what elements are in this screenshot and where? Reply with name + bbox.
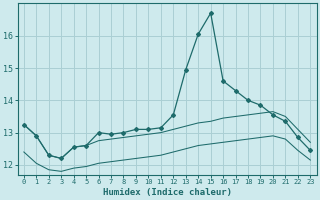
X-axis label: Humidex (Indice chaleur): Humidex (Indice chaleur) <box>103 188 232 197</box>
